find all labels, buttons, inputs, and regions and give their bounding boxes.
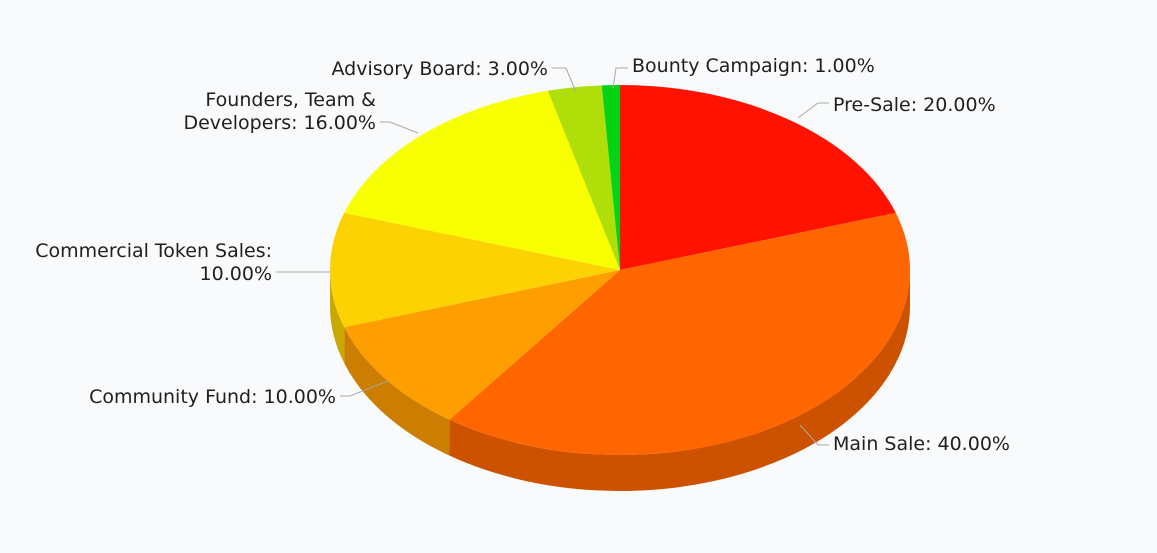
slice-labels: Pre-Sale: 20.00% Main Sale: 40.00% Communi… <box>35 55 1010 455</box>
pie-slice-6[interactable] <box>601 85 620 270</box>
slice-label-5: Advisory Board: 3.00% <box>331 58 548 80</box>
pie-side-2 <box>344 327 450 456</box>
pie-tops <box>330 85 911 456</box>
pie-slice-5[interactable] <box>547 85 620 271</box>
pie-slice-0[interactable] <box>620 85 896 270</box>
leader-line-2 <box>340 380 389 397</box>
pie-slice-4[interactable] <box>344 90 620 270</box>
pie-sides <box>330 270 910 492</box>
slice-label-6: Bounty Campaign: 1.00% <box>632 55 875 77</box>
slice-label-2: Community Fund: 10.00% <box>89 386 336 408</box>
slice-label-0: Pre-Sale: 20.00% <box>833 94 996 116</box>
pie-side-3 <box>330 270 345 364</box>
leader-line-4 <box>380 121 419 134</box>
pie-side-1 <box>449 270 910 492</box>
pie-slice-2[interactable] <box>344 270 620 420</box>
slice-label-3: Commercial Token Sales: 10.00% <box>35 240 272 285</box>
leader-lines <box>276 67 829 446</box>
leader-line-0 <box>797 102 829 119</box>
pie-slice-3[interactable] <box>330 212 620 328</box>
pie-slice-1[interactable] <box>449 212 911 456</box>
leader-line-1 <box>799 424 829 446</box>
slice-label-4: Founders, Team & Developers: 16.00% <box>183 89 376 134</box>
leader-line-6 <box>612 67 628 89</box>
slice-label-1: Main Sale: 40.00% <box>833 433 1010 455</box>
leader-line-5 <box>552 67 577 93</box>
